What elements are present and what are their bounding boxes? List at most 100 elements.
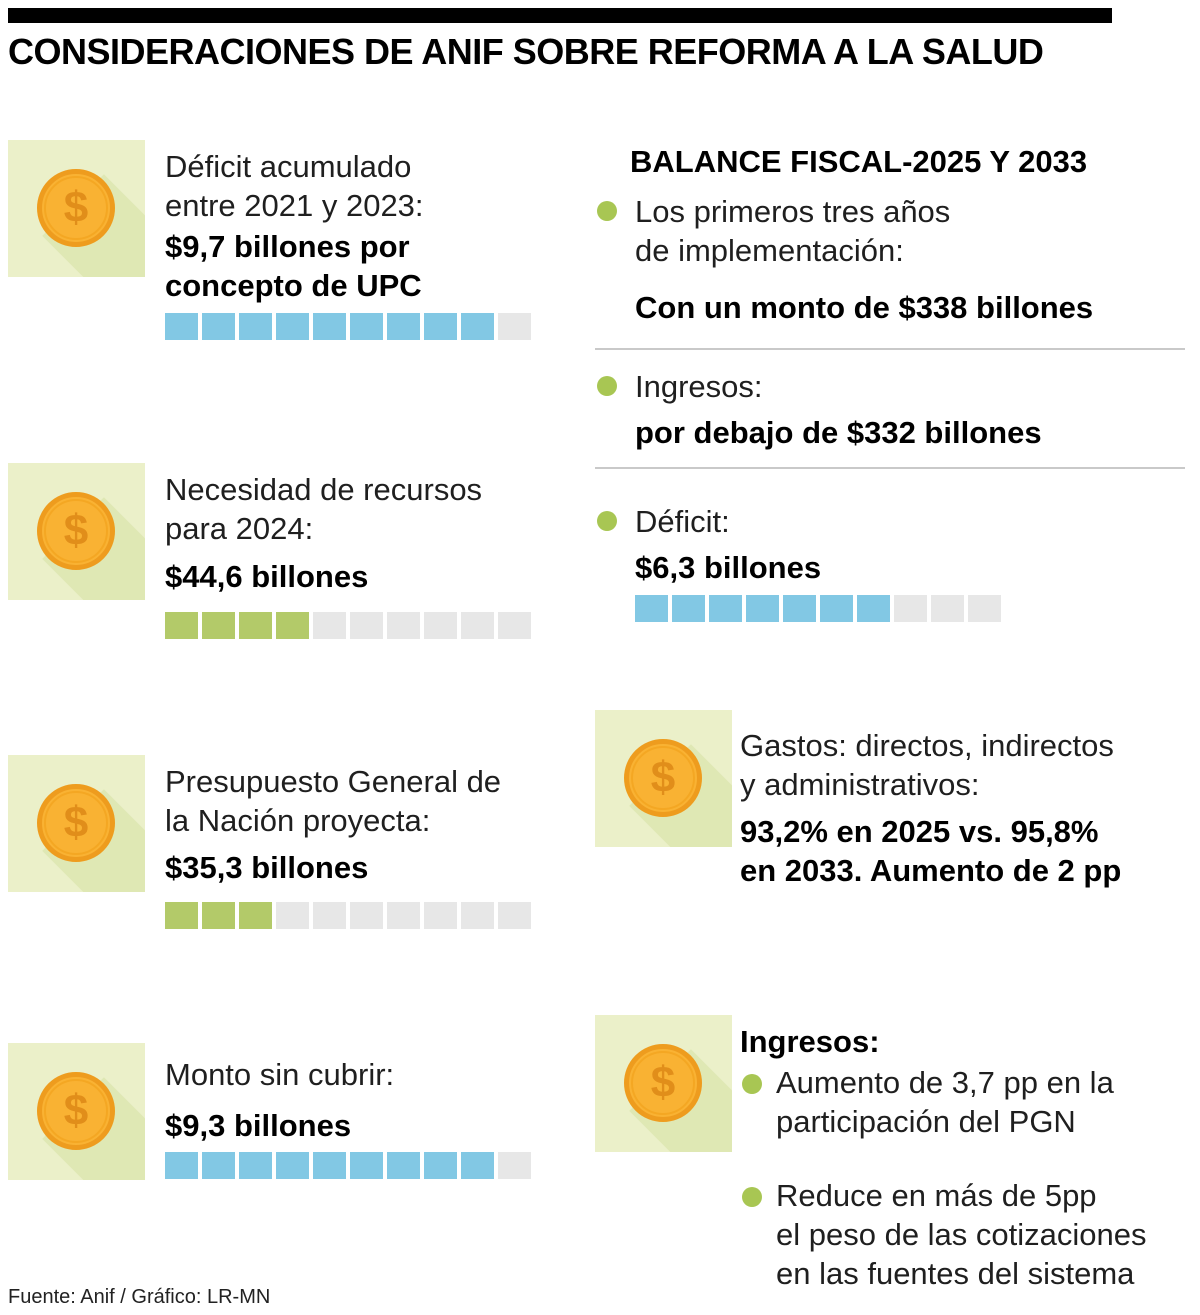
dollar-coin-icon: $ xyxy=(37,784,115,862)
bar-square xyxy=(746,595,779,622)
bar-square xyxy=(424,1152,457,1179)
bar-square xyxy=(461,902,494,929)
dollar-sign: $ xyxy=(650,753,676,802)
bar-square xyxy=(202,612,235,639)
bullet-value: por debajo de $332 billones xyxy=(635,415,1042,450)
bullet-label: Déficit: xyxy=(635,504,730,539)
progress-bar xyxy=(165,1152,531,1179)
bullet-icon xyxy=(597,201,617,221)
bar-square xyxy=(165,313,198,340)
bar-square xyxy=(498,902,531,929)
item-label: Presupuesto General de la Nación proyect… xyxy=(165,764,502,838)
bar-square xyxy=(202,313,235,340)
bar-square xyxy=(424,313,457,340)
bar-square xyxy=(239,612,272,639)
bar-square xyxy=(857,595,890,622)
bullet-icon xyxy=(597,376,617,396)
dollar-coin-icon: $ xyxy=(624,1044,702,1122)
bar-square xyxy=(350,902,383,929)
ingresos-bullet: Aumento de 3,7 pp en la participación de… xyxy=(776,1065,1114,1139)
dollar-coin-icon: $ xyxy=(37,1072,115,1150)
bar-square xyxy=(350,1152,383,1179)
bar-square xyxy=(461,313,494,340)
bar-square xyxy=(424,902,457,929)
progress-bar xyxy=(165,612,531,639)
bullet-value: Con un monto de $338 billones xyxy=(635,290,1094,325)
bar-square xyxy=(276,902,309,929)
bar-square xyxy=(635,595,668,622)
bar-square xyxy=(461,612,494,639)
bar-square xyxy=(350,612,383,639)
bar-square xyxy=(239,313,272,340)
bar-square xyxy=(313,313,346,340)
dollar-sign: $ xyxy=(63,798,89,847)
item-label: Déficit acumulado entre 2021 y 2023: xyxy=(165,149,424,223)
dollar-coin-icon: $ xyxy=(624,739,702,817)
bar-square xyxy=(350,313,383,340)
bar-square xyxy=(276,1152,309,1179)
bullet-icon xyxy=(742,1074,762,1094)
bar-square xyxy=(165,1152,198,1179)
item-label: Necesidad de recursos para 2024: xyxy=(165,472,483,546)
item-value: $9,7 billones por concepto de UPC xyxy=(165,229,422,303)
bar-square xyxy=(820,595,853,622)
bar-square xyxy=(424,612,457,639)
progress-bar xyxy=(165,902,531,929)
money-icon-tile: $ xyxy=(8,755,145,892)
divider xyxy=(595,467,1185,469)
bar-square xyxy=(387,1152,420,1179)
bar-square xyxy=(387,902,420,929)
divider xyxy=(595,348,1185,350)
bar-square xyxy=(313,902,346,929)
bar-square xyxy=(783,595,816,622)
bar-square xyxy=(461,1152,494,1179)
bar-square xyxy=(931,595,964,622)
bar-square xyxy=(968,595,1001,622)
item-value: $9,3 billones xyxy=(165,1108,352,1143)
ingresos-bullet: Reduce en más de 5pp el peso de las coti… xyxy=(776,1178,1147,1291)
progress-bar xyxy=(165,313,531,340)
bar-square xyxy=(313,612,346,639)
gastos-value: 93,2% en 2025 vs. 95,8% en 2033. Aumento… xyxy=(740,814,1122,888)
bar-square xyxy=(313,1152,346,1179)
gastos-label: Gastos: directos, indirectos y administr… xyxy=(740,728,1114,802)
bar-square xyxy=(387,612,420,639)
bullet-icon xyxy=(742,1187,762,1207)
money-icon-tile: $ xyxy=(8,1043,145,1180)
dollar-sign: $ xyxy=(63,183,89,232)
bullet-label: Los primeros tres años de implementación… xyxy=(635,194,951,268)
bullet-icon xyxy=(597,511,617,531)
progress-bar xyxy=(635,595,1001,622)
bar-square xyxy=(202,902,235,929)
bar-square xyxy=(202,1152,235,1179)
bar-square xyxy=(276,612,309,639)
bar-square xyxy=(709,595,742,622)
bar-square xyxy=(276,313,309,340)
dollar-sign: $ xyxy=(63,1086,89,1135)
bar-square xyxy=(165,902,198,929)
bullet-value: $6,3 billones xyxy=(635,550,822,585)
bar-square xyxy=(387,313,420,340)
item-value: $35,3 billones xyxy=(165,850,369,885)
dollar-coin-icon: $ xyxy=(37,169,115,247)
top-rule xyxy=(8,8,1112,23)
item-value: $44,6 billones xyxy=(165,559,369,594)
item-label: Monto sin cubrir: xyxy=(165,1057,395,1092)
bar-square xyxy=(498,1152,531,1179)
page-title: CONSIDERACIONES DE ANIF SOBRE REFORMA A … xyxy=(8,31,1044,72)
bullet-label: Ingresos: xyxy=(635,369,763,404)
money-icon-tile: $ xyxy=(8,463,145,600)
dollar-sign: $ xyxy=(63,506,89,555)
ingresos-heading: Ingresos: xyxy=(740,1024,880,1059)
bar-square xyxy=(498,612,531,639)
bar-square xyxy=(239,1152,272,1179)
bar-square xyxy=(894,595,927,622)
bar-square xyxy=(165,612,198,639)
dollar-coin-icon: $ xyxy=(37,492,115,570)
money-icon-tile: $ xyxy=(8,140,145,277)
dollar-sign: $ xyxy=(650,1058,676,1107)
money-icon-tile: $ xyxy=(595,710,732,847)
bar-square xyxy=(498,313,531,340)
money-icon-tile: $ xyxy=(595,1015,732,1152)
